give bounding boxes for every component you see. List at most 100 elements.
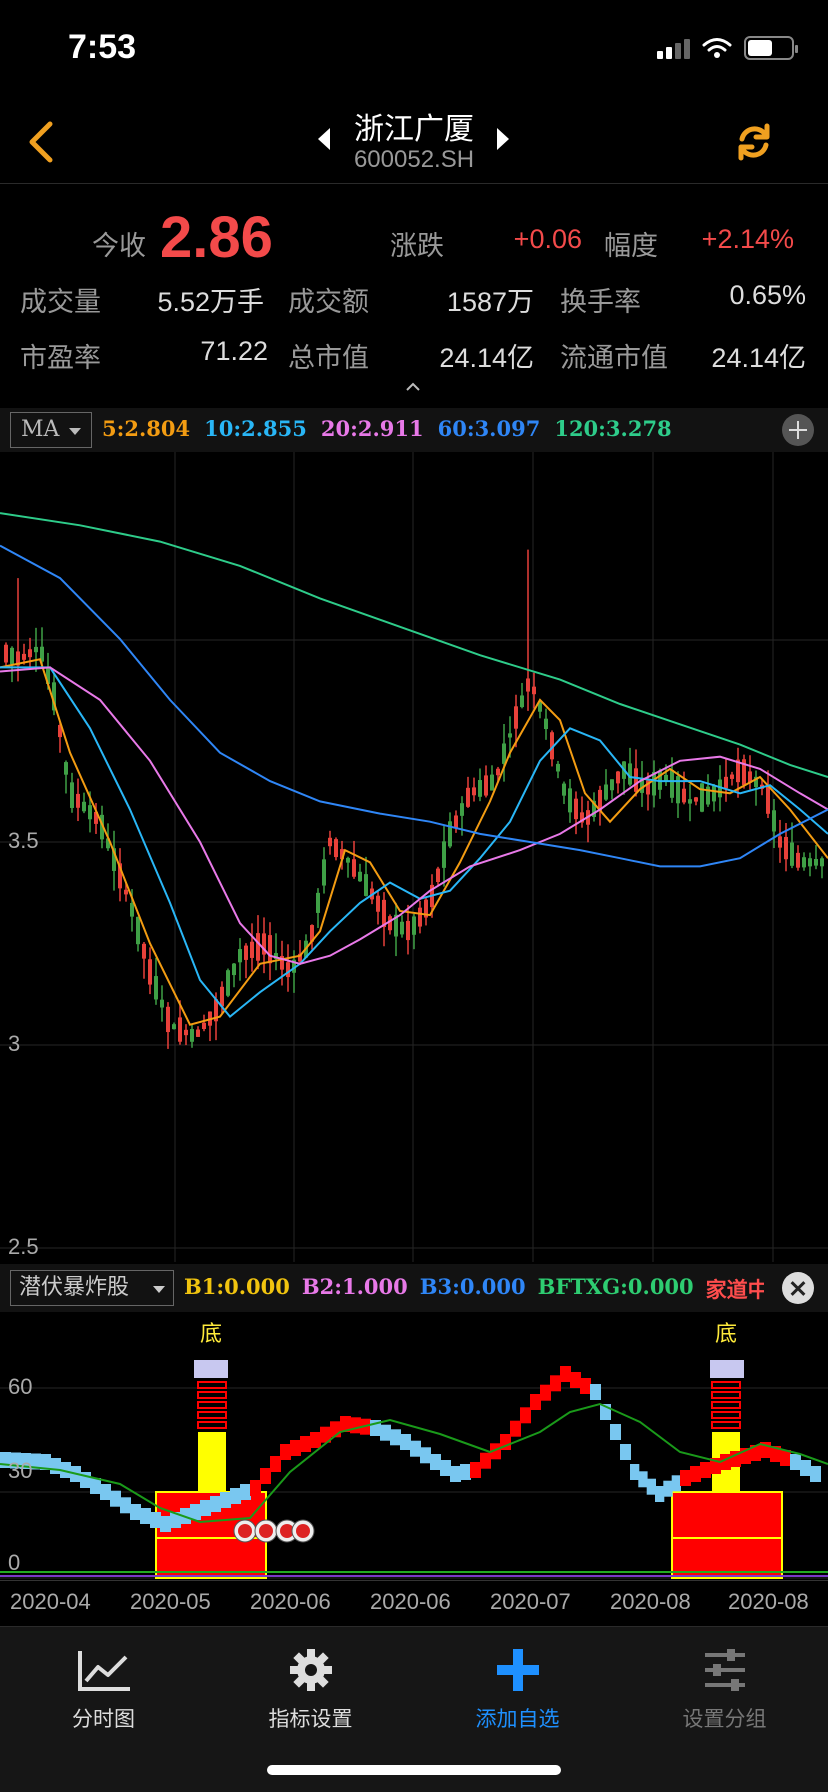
candle-body <box>676 776 680 804</box>
indicator-step <box>150 1512 161 1528</box>
candle-body <box>460 803 464 816</box>
indicator-step <box>440 1460 451 1476</box>
candle-body <box>148 959 152 985</box>
indicator-step <box>420 1447 431 1464</box>
ma-line <box>0 666 828 1019</box>
quote-panel: 今收 2.86 涨跌 +0.06 幅度 +2.14% 成交量 5.52万手 成交… <box>0 190 828 400</box>
tab-group-settings[interactable]: 设置分组 <box>621 1637 828 1737</box>
indicator-step <box>630 1464 640 1480</box>
tab-indicator-settings[interactable]: 指标设置 <box>207 1637 414 1737</box>
candle-body <box>466 787 470 807</box>
date-tick: 2020-06 <box>250 1589 331 1614</box>
pct-value: +2.14% <box>701 224 794 254</box>
candle-body <box>442 841 446 868</box>
next-stock-icon[interactable] <box>497 128 509 150</box>
status-time: 7:53 <box>68 28 137 66</box>
indicator-step <box>680 1470 691 1486</box>
candle-body <box>604 784 608 800</box>
candle-body <box>328 837 332 847</box>
candle-body <box>262 933 266 955</box>
indicator-step <box>250 1480 261 1496</box>
candle-body <box>232 963 236 976</box>
candlestick-plot <box>0 452 828 1262</box>
indicator-item: B3:0.000 <box>419 1274 526 1299</box>
candle-body <box>28 649 32 658</box>
collapse-chevron-icon[interactable] <box>406 380 420 394</box>
turnover-label: 换手率 <box>560 287 641 318</box>
indicator-step <box>220 1492 231 1508</box>
home-indicator[interactable] <box>267 1765 561 1775</box>
indicator-step <box>40 1454 51 1470</box>
indicator-step <box>560 1366 571 1382</box>
indicator-step <box>520 1407 531 1424</box>
indicator-step <box>130 1504 141 1520</box>
indicator-step <box>760 1442 771 1458</box>
indicator-step <box>160 1516 171 1532</box>
pct-label: 幅度 <box>604 231 658 262</box>
candle-body <box>496 768 500 776</box>
candle-body <box>502 743 506 764</box>
candle-body <box>628 763 632 785</box>
candle-body <box>88 805 92 820</box>
change-value: +0.06 <box>513 224 582 254</box>
indicator-step <box>690 1466 701 1482</box>
indicator-step <box>600 1404 611 1420</box>
indicator-selector[interactable]: 潜伏暴炸股 <box>10 1270 174 1306</box>
line-chart-icon <box>78 1651 130 1691</box>
indicator-chart[interactable]: 60 30 0 底 底 <box>0 1312 828 1580</box>
candle-body <box>700 783 704 812</box>
candle-body <box>646 780 650 795</box>
candle-body <box>286 962 290 978</box>
candle-body <box>532 686 536 695</box>
candle-body <box>526 678 530 692</box>
add-indicator-button[interactable] <box>782 414 814 446</box>
candle-body <box>382 899 386 928</box>
refresh-icon[interactable] <box>734 122 774 162</box>
candle-body <box>424 899 428 918</box>
tab-intraday[interactable]: 分时图 <box>0 1637 207 1737</box>
candle-body <box>376 895 380 912</box>
prev-stock-icon[interactable] <box>318 128 330 150</box>
indicator-step <box>770 1446 781 1462</box>
candle-body <box>346 857 350 863</box>
candle-body <box>658 770 662 790</box>
indicator-step <box>550 1375 561 1392</box>
candle-body <box>22 653 26 660</box>
candle-body <box>634 768 638 792</box>
candle-body <box>118 863 122 889</box>
candle-body <box>70 782 74 808</box>
indicator-step <box>620 1444 631 1460</box>
indicator-step <box>60 1462 71 1478</box>
ma-values: 5:2.804 10:2.855 20:2.911 60:3.097 120:3… <box>102 416 672 441</box>
candlestick-chart[interactable]: 3.5 3 2.5 <box>0 452 828 1262</box>
ma-selector[interactable]: MA <box>10 412 92 448</box>
tab-add-watchlist[interactable]: 添加自选 <box>414 1637 621 1737</box>
volume-value: 5.52万手 <box>157 287 264 317</box>
indicator-step <box>540 1384 551 1401</box>
candle-body <box>4 644 8 663</box>
candle-body <box>568 788 572 813</box>
status-bar: 7:53 <box>0 0 828 100</box>
date-tick: 2020-05 <box>130 1589 211 1614</box>
indicator-step <box>30 1453 41 1470</box>
candle-body <box>340 849 344 860</box>
candle-body <box>448 821 452 847</box>
ma-item: 60:3.097 <box>437 416 541 441</box>
indicator-step <box>50 1458 61 1474</box>
candle-body <box>778 836 782 848</box>
candle-body <box>400 921 404 935</box>
candle-body <box>808 858 812 867</box>
candle-body <box>250 941 254 958</box>
tab-label: 设置分组 <box>682 1707 767 1731</box>
back-chevron-icon[interactable] <box>22 118 62 166</box>
indicator-step <box>310 1432 321 1448</box>
candle-body <box>556 763 560 772</box>
candle-body <box>694 797 698 802</box>
indicator-step <box>750 1445 761 1461</box>
ma-item: 120:3.278 <box>554 416 672 441</box>
candle-body <box>202 1022 206 1029</box>
candle-body <box>562 783 566 796</box>
close-indicator-button[interactable] <box>782 1272 814 1304</box>
indicator-step <box>370 1420 381 1436</box>
indicator-step <box>330 1421 341 1438</box>
